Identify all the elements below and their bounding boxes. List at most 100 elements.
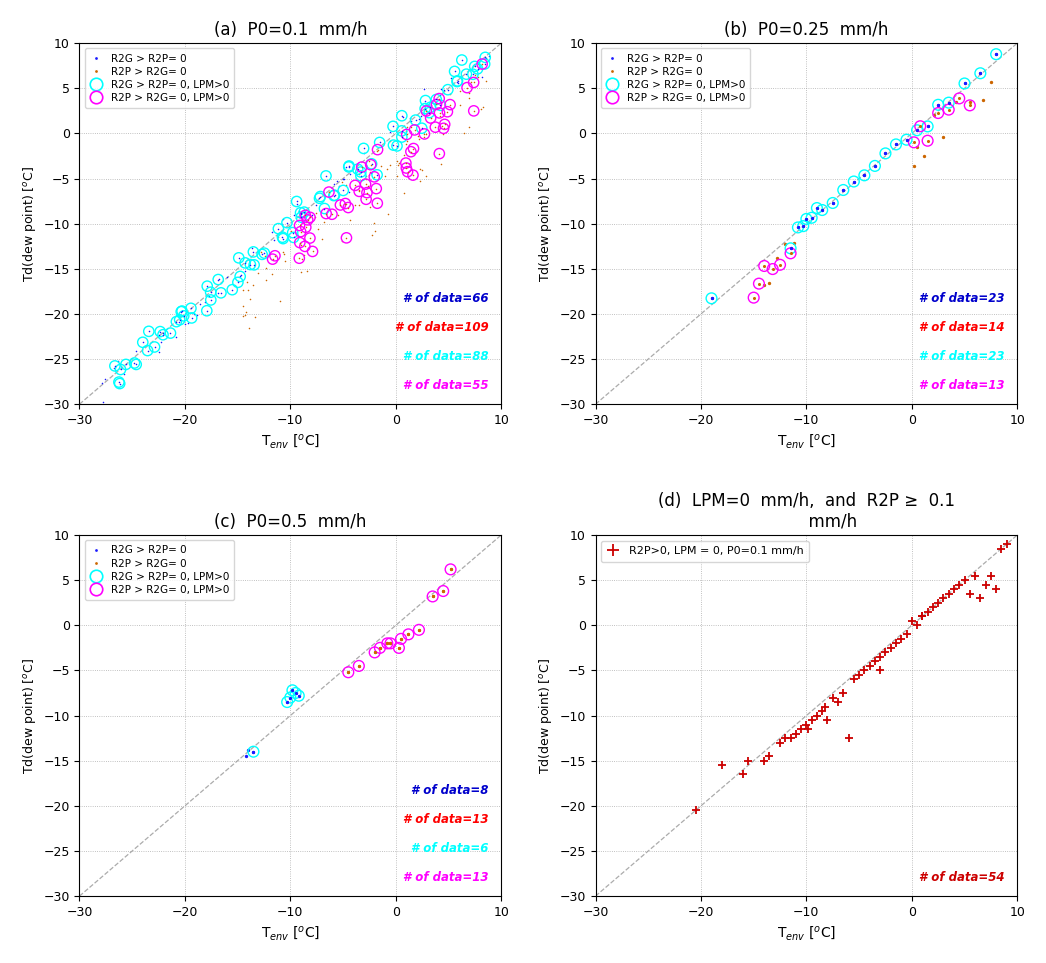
Point [442, 561, 459, 577]
Point [94, 376, 111, 391]
Point [152, 324, 168, 339]
Point [447, 64, 463, 79]
Point [358, 192, 374, 207]
Point [366, 644, 383, 660]
Point [940, 95, 957, 111]
Text: # of data=13: # of data=13 [403, 813, 488, 826]
Point [229, 274, 246, 290]
Title: (b)  P0=0.25  mm/h: (b) P0=0.25 mm/h [724, 21, 888, 39]
Point [388, 169, 405, 184]
Point [266, 232, 282, 247]
Point [416, 126, 433, 142]
Point [393, 123, 410, 139]
Text: # of data=23: # of data=23 [919, 293, 1004, 305]
Point [861, 659, 878, 674]
Point [454, 52, 471, 67]
Point [909, 122, 926, 138]
Point [356, 141, 372, 156]
Point [777, 237, 794, 252]
Point [369, 195, 386, 211]
Point [270, 221, 287, 236]
Point [176, 317, 192, 332]
Point [429, 100, 446, 116]
Point [914, 609, 931, 624]
Point [385, 138, 402, 153]
Point [919, 118, 936, 134]
Point [233, 268, 250, 283]
Point [173, 304, 189, 320]
Point [292, 205, 309, 221]
Point [400, 627, 416, 642]
Point [987, 46, 1004, 62]
Point [888, 137, 905, 152]
Point [371, 640, 388, 656]
Point [256, 246, 273, 261]
Point [809, 200, 825, 216]
Point [358, 176, 374, 192]
Point [301, 230, 318, 246]
Point [107, 358, 123, 374]
Point [930, 595, 947, 611]
Point [925, 600, 941, 615]
Point [277, 253, 294, 269]
Point [245, 744, 262, 760]
Point [393, 129, 410, 144]
Point [972, 65, 988, 81]
Point [930, 97, 947, 113]
Point [311, 191, 327, 206]
Point [310, 221, 326, 236]
Point [459, 80, 476, 95]
Point [835, 182, 851, 197]
Point [871, 649, 888, 664]
Point [316, 201, 333, 217]
Point [393, 108, 410, 123]
Point [366, 223, 383, 239]
Point [456, 125, 473, 141]
Point [107, 358, 123, 374]
Point [961, 97, 978, 113]
Point [391, 155, 408, 170]
Point [337, 195, 354, 211]
Point [795, 219, 812, 234]
Point [829, 694, 846, 710]
Point [264, 224, 280, 240]
Point [292, 235, 309, 250]
Point [975, 92, 992, 108]
Point [278, 215, 295, 230]
Point [940, 586, 957, 602]
Point [798, 211, 815, 226]
Point [285, 225, 301, 241]
Point [183, 310, 200, 325]
Point [219, 269, 235, 284]
Point [245, 245, 262, 260]
Point [987, 46, 1004, 62]
Point [427, 119, 444, 135]
Point [442, 70, 459, 86]
Point [449, 74, 465, 90]
Point [401, 143, 417, 158]
Point [280, 219, 297, 234]
Point [412, 109, 429, 124]
Point [254, 247, 271, 262]
Point [275, 231, 292, 247]
Point [293, 265, 310, 280]
Point [289, 194, 305, 209]
Point [172, 312, 188, 327]
Point [946, 582, 962, 597]
Point [473, 101, 490, 117]
Point [406, 122, 423, 138]
Point [909, 122, 926, 138]
Point [315, 214, 332, 229]
Point [449, 73, 465, 89]
Point [432, 109, 449, 124]
Point [283, 223, 300, 239]
Point [364, 227, 381, 243]
Point [435, 83, 452, 98]
Point [919, 118, 936, 134]
Text: # of data=13: # of data=13 [919, 378, 1004, 392]
Point [782, 246, 799, 261]
Point [467, 59, 483, 74]
Point [400, 164, 416, 179]
Point [296, 224, 313, 240]
Point [235, 299, 252, 314]
